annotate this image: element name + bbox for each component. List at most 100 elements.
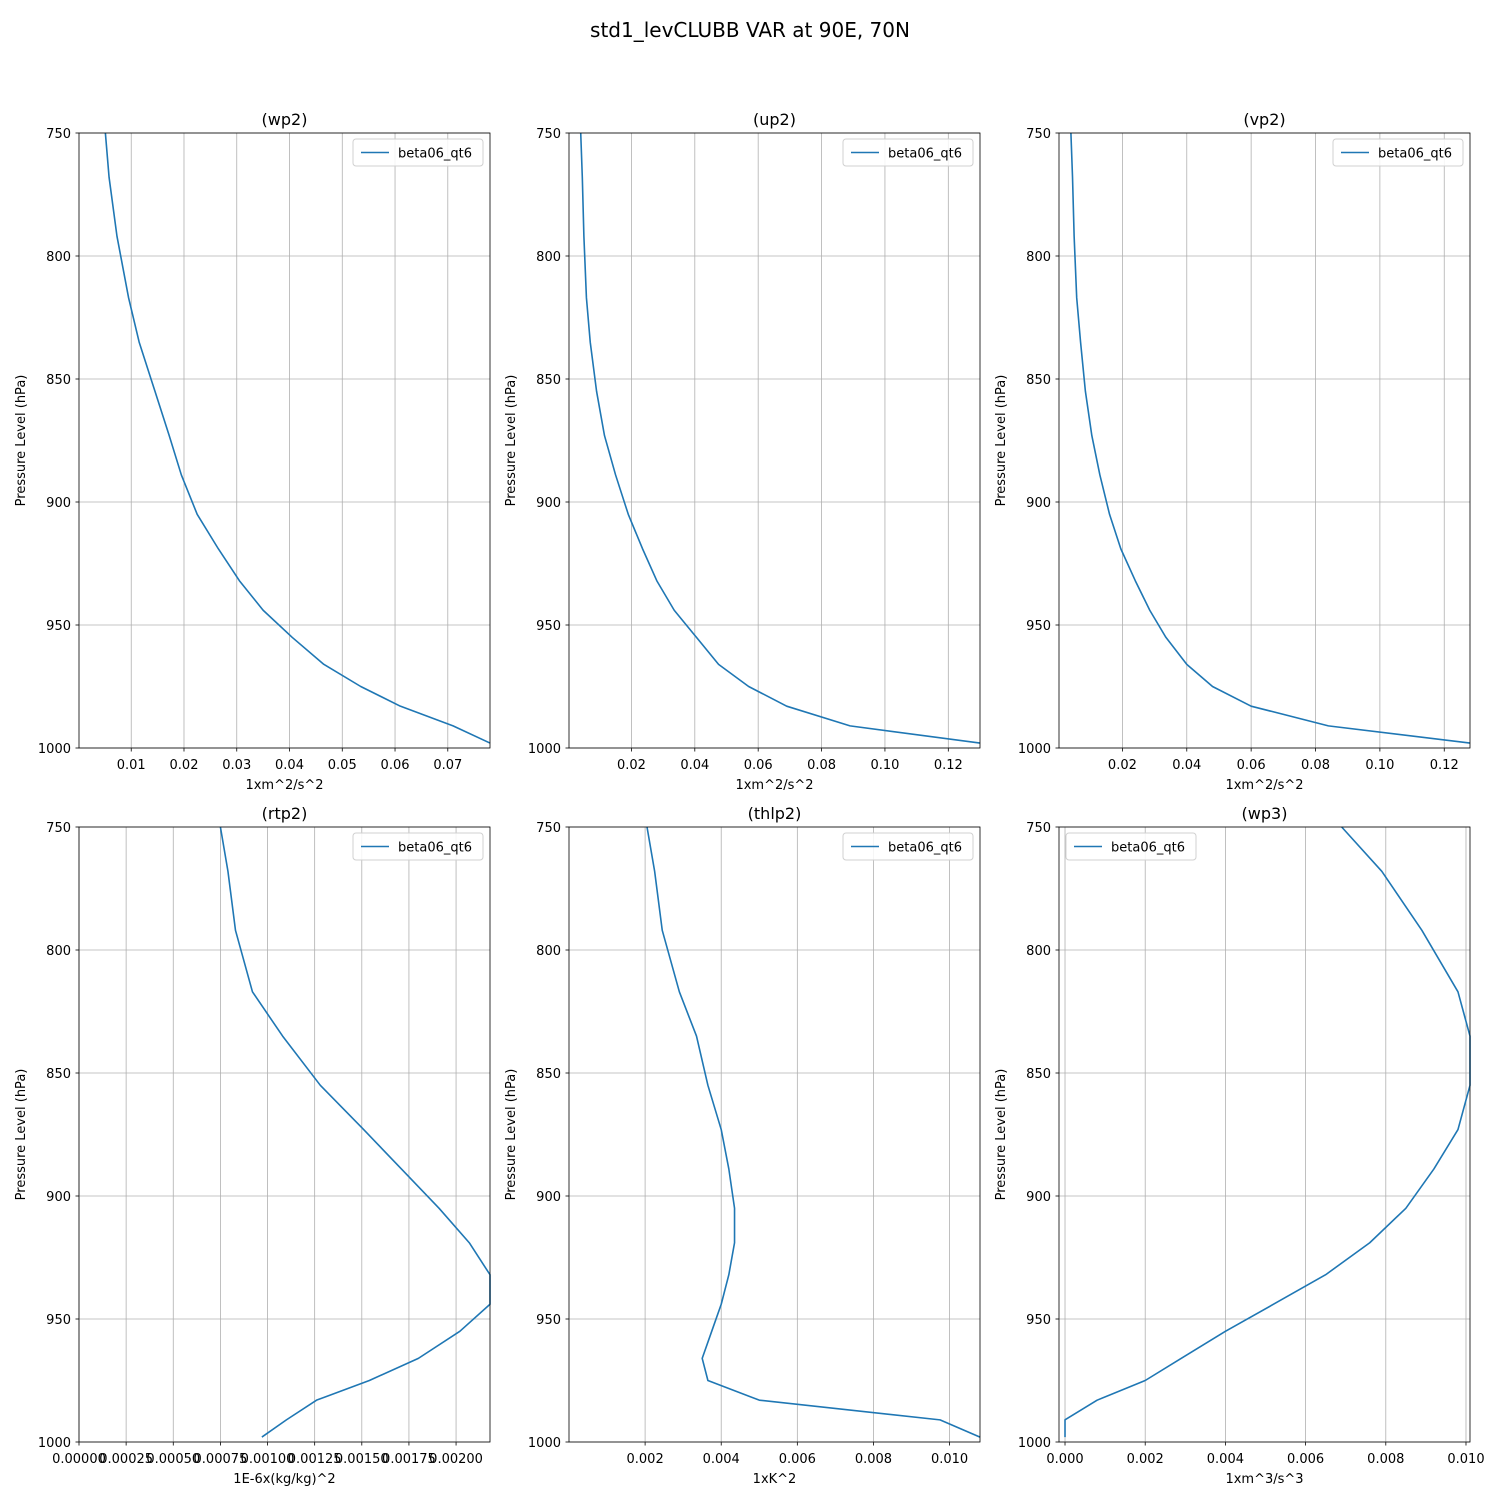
panel-3-ytick-label: 1000: [1018, 742, 1051, 757]
panel-5-xtick-label: 0.004: [703, 1452, 740, 1467]
panel-5-legend-label: beta06_qt6: [888, 841, 962, 856]
panel-5-ytick-label: 900: [536, 1190, 561, 1205]
panel-4-ytick-label: 900: [46, 1190, 71, 1205]
panel-4-title: (rtp2): [262, 804, 308, 823]
panel-4: 0.000000.000250.000500.000750.001000.001…: [14, 804, 491, 1487]
panel-4-ytick-label: 1000: [38, 1436, 71, 1451]
panel-3-axes-frame: [1058, 132, 1471, 749]
panel-1-xlabel: 1xm^2/s^2: [245, 778, 323, 793]
panel-1-ylabel: Pressure Level (hPa): [14, 375, 29, 507]
panel-2-legend: beta06_qt6: [842, 138, 974, 167]
panel-2-xtick-label: 0.06: [744, 758, 773, 773]
panel-5-ytick-label: 1000: [528, 1436, 561, 1451]
panel-5-ylabel: Pressure Level (hPa): [504, 1069, 519, 1201]
panel-5-xlabel: 1xK^2: [753, 1472, 797, 1487]
panel-5-title: (thlp2): [748, 804, 802, 823]
panel-4-ylabel: Pressure Level (hPa): [14, 1069, 29, 1201]
panel-6-ytick-label: 800: [1026, 944, 1051, 959]
panel-3-xlabel: 1xm^2/s^2: [1225, 778, 1303, 793]
panel-6-legend-label: beta06_qt6: [1111, 841, 1185, 856]
panel-5-ytick-label: 850: [536, 1067, 561, 1082]
panel-5-legend: beta06_qt6: [842, 832, 974, 861]
panel-4-xtick-label: 0.00200: [429, 1452, 483, 1467]
panel-1-ytick-label: 1000: [38, 742, 71, 757]
panel-6-xtick-label: 0.010: [1447, 1452, 1484, 1467]
panel-4-series-line: [219, 826, 491, 1438]
panel-2-xtick-label: 0.04: [680, 758, 709, 773]
panel-3-xtick-label: 0.04: [1172, 758, 1201, 773]
panel-5-ytick-label: 750: [536, 821, 561, 836]
panel-3-ylabel: Pressure Level (hPa): [994, 375, 1009, 507]
panel-2: 0.02 0.04 0.06 0.08 0.10 0.12 750 800 850 900 950 1…: [504, 110, 981, 793]
panel-5-xtick-label: 0.006: [779, 1452, 816, 1467]
panel-5-ytick-label: 950: [536, 1313, 561, 1328]
panel-6-xtick-label: 0.008: [1367, 1452, 1404, 1467]
panel-1-xtick-label: 0.05: [328, 758, 357, 773]
panel-2-ytick-label: 1000: [528, 742, 561, 757]
panel-1-xtick-label: 0.06: [381, 758, 410, 773]
panel-2-axes-frame: [568, 132, 981, 749]
panel-3-legend: beta06_qt6: [1332, 138, 1464, 167]
panel-1-ytick-label: 800: [46, 250, 71, 265]
panel-6-xtick-label: 0.002: [1127, 1452, 1164, 1467]
panel-3-xtick-label: 0.10: [1365, 758, 1394, 773]
panel-4-ytick-label: 750: [46, 821, 71, 836]
panel-1-axes-frame: [78, 132, 491, 749]
panel-1-xtick-label: 0.02: [170, 758, 199, 773]
panel-2-xlabel: 1xm^2/s^2: [735, 778, 813, 793]
panel-1-xtick-label: 0.07: [433, 758, 462, 773]
panel-3-xtick-label: 0.08: [1301, 758, 1330, 773]
panel-3-xtick-label: 0.06: [1237, 758, 1266, 773]
panel-5-legend-box: [842, 832, 974, 861]
panel-6-ytick-label: 1000: [1018, 1436, 1051, 1451]
panel-1-legend-box: [352, 138, 484, 167]
panel-4-xtick-label: 0.00125: [288, 1452, 342, 1467]
panel-6-ytick-label: 850: [1026, 1067, 1051, 1082]
panel-4-legend-box: [352, 832, 484, 861]
panel-4-ytick-label: 850: [46, 1067, 71, 1082]
panel-6-xtick-label: 0.006: [1287, 1452, 1324, 1467]
panel-4-axes-frame: [78, 826, 491, 1443]
panel-1: 0.01 0.02 0.03 0.04 0.05 0.06 0.07 750 800 850 900…: [14, 110, 491, 793]
panel-4-xtick-label: 0.00100: [241, 1452, 295, 1467]
panel-2-ylabel: Pressure Level (hPa): [504, 375, 519, 507]
panel-2-title: (up2): [753, 110, 796, 129]
panel-2-xtick-label: 0.10: [870, 758, 899, 773]
panel-1-xtick-label: 0.04: [275, 758, 304, 773]
panel-4-xtick-label: 0.00075: [194, 1452, 248, 1467]
panel-3: 0.02 0.04 0.06 0.08 0.10 0.12 750 800 850 900 950 1…: [994, 110, 1471, 793]
panel-1-ytick-label: 900: [46, 496, 71, 511]
panel-2-xtick-label: 0.02: [617, 758, 646, 773]
panel-3-ytick-label: 900: [1026, 496, 1051, 511]
panel-4-xtick-label: 0.00175: [382, 1452, 436, 1467]
panel-1-ytick-label: 850: [46, 373, 71, 388]
panel-6-ytick-label: 950: [1026, 1313, 1051, 1328]
panel-4-xlabel: 1E-6x(kg/kg)^2: [233, 1472, 335, 1487]
panel-4-ytick-label: 800: [46, 944, 71, 959]
panel-3-ytick-label: 950: [1026, 619, 1051, 634]
panel-4-legend-label: beta06_qt6: [398, 841, 472, 856]
panel-6-xlabel: 1xm^3/s^3: [1225, 1472, 1303, 1487]
panel-2-xtick-label: 0.08: [807, 758, 836, 773]
panel-6-xtick-label: 0.004: [1207, 1452, 1244, 1467]
panel-1-legend: beta06_qt6: [352, 138, 484, 167]
panel-1-xtick-label: 0.01: [117, 758, 146, 773]
panel-6-axes-frame: [1058, 826, 1471, 1443]
panel-5-xtick-label: 0.010: [931, 1452, 968, 1467]
panel-3-series-line: [1070, 132, 1471, 744]
panel-6-ylabel: Pressure Level (hPa): [994, 1069, 1009, 1201]
panel-4-xtick-label: 0.00050: [146, 1452, 200, 1467]
panel-2-ytick-label: 800: [536, 250, 561, 265]
panel-4-legend: beta06_qt6: [352, 832, 484, 861]
panel-3-ytick-label: 850: [1026, 373, 1051, 388]
panel-1-ytick-label: 950: [46, 619, 71, 634]
panel-3-xtick-label: 0.02: [1108, 758, 1137, 773]
panel-5-axes-frame: [568, 826, 981, 1443]
panel-3-ytick-label: 750: [1026, 127, 1051, 142]
panel-1-ytick-label: 750: [46, 127, 71, 142]
panel-6-xtick-label: 0.000: [1046, 1452, 1083, 1467]
panel-1-legend-label: beta06_qt6: [398, 147, 472, 162]
panel-2-legend-box: [842, 138, 974, 167]
panel-2-ytick-label: 900: [536, 496, 561, 511]
